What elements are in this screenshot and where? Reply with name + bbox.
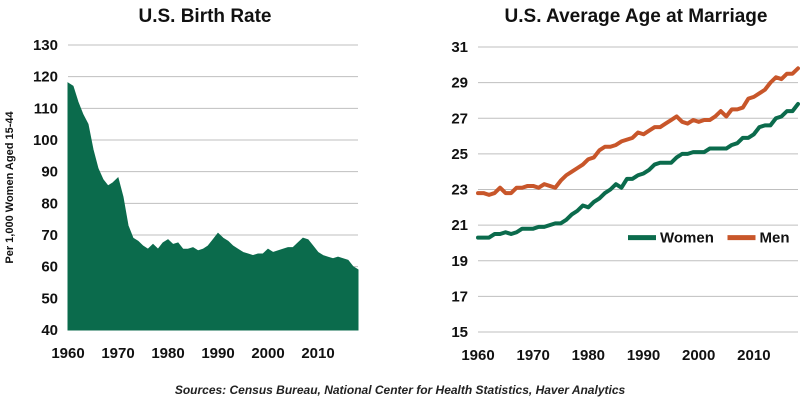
birth-rate-area [67, 82, 359, 331]
x-tick-label: 1980 [572, 347, 605, 364]
x-tick-label: 2010 [301, 345, 334, 362]
y-tick-label: 60 [41, 259, 58, 276]
x-tick-label: 1960 [461, 347, 494, 364]
series-line-men [476, 66, 800, 197]
y-tick-label: 27 [451, 110, 468, 127]
y-tick-label: 23 [451, 182, 468, 199]
y-tick-label: 25 [451, 146, 468, 163]
x-tick-label: 1980 [151, 345, 184, 362]
x-tick-label: 2010 [737, 347, 770, 364]
y-tick-label: 21 [451, 217, 468, 234]
y-tick-label: 29 [451, 75, 468, 92]
x-tick-label: 1970 [101, 345, 134, 362]
legend-label-men: Men [760, 230, 790, 247]
source-note: Sources: Census Bureau, National Center … [174, 383, 626, 397]
y-tick-label: 80 [41, 195, 58, 212]
marriage-age-chart: U.S. Average Age at Marriage 15 17 19 21 23 25… [451, 6, 800, 364]
series-line-women [476, 102, 800, 240]
y-tick-label: 40 [41, 322, 58, 339]
chart-title: U.S. Average Age at Marriage [505, 6, 768, 27]
y-tick-label: 120 [33, 69, 58, 86]
x-tick-label: 1990 [201, 345, 234, 362]
y-tick-label: 70 [41, 227, 58, 244]
y-tick-label: 130 [33, 37, 58, 54]
legend-label-women: Women [660, 230, 714, 247]
y-tick-label: 100 [33, 132, 58, 149]
y-tick-label: 90 [41, 164, 58, 181]
y-tick-label: 15 [451, 324, 468, 341]
y-tick-label: 17 [451, 288, 468, 305]
x-tick-label: 1960 [51, 345, 84, 362]
chart-title: U.S. Birth Rate [138, 6, 271, 27]
y-tick-label: 50 [41, 290, 58, 307]
y-axis-label: Per 1,000 Women Aged 15-44 [4, 111, 16, 264]
y-tick-label: 31 [451, 39, 468, 56]
x-tick-label: 2000 [682, 347, 715, 364]
y-tick-label: 110 [34, 100, 58, 117]
birth-rate-chart: U.S. Birth Rate 40 50 60 70 80 90 100 110 120 130 1… [4, 6, 359, 362]
y-tick-label: 19 [451, 253, 468, 270]
x-tick-label: 1990 [627, 347, 660, 364]
x-tick-label: 1970 [516, 347, 549, 364]
x-tick-label: 2000 [251, 345, 284, 362]
